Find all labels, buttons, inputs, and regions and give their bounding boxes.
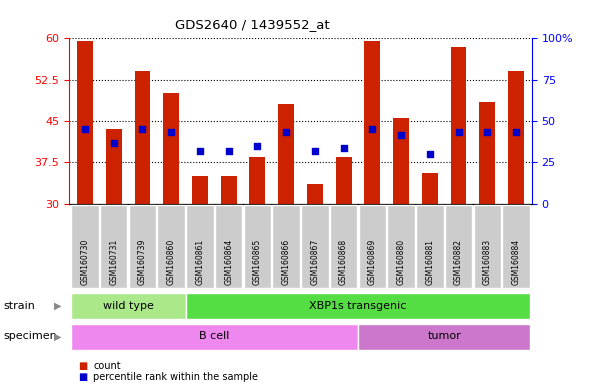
Point: [80, 126, 90, 132]
Point: [310, 148, 320, 154]
Bar: [508, 71, 524, 204]
Bar: [129, 205, 156, 288]
Point: [368, 126, 377, 132]
Text: percentile rank within the sample: percentile rank within the sample: [93, 372, 258, 382]
Text: GSM160865: GSM160865: [253, 238, 262, 285]
Text: GSM160880: GSM160880: [397, 238, 406, 285]
Text: ▶: ▶: [54, 301, 61, 311]
Text: GSM160731: GSM160731: [109, 238, 118, 285]
Text: specimen: specimen: [3, 331, 56, 341]
Bar: [336, 157, 352, 204]
Point: [511, 129, 521, 135]
Bar: [135, 71, 150, 204]
Bar: [106, 129, 121, 204]
Point: [138, 126, 147, 132]
Bar: [77, 41, 93, 204]
Bar: [186, 205, 214, 288]
Text: count: count: [93, 361, 121, 371]
Bar: [451, 47, 466, 204]
Bar: [70, 324, 358, 350]
Bar: [307, 184, 323, 204]
Text: GSM160882: GSM160882: [454, 239, 463, 285]
Text: GSM160869: GSM160869: [368, 238, 377, 285]
Bar: [301, 205, 329, 288]
Bar: [416, 205, 444, 288]
Text: GSM160860: GSM160860: [166, 238, 175, 285]
Text: GSM160739: GSM160739: [138, 238, 147, 285]
Bar: [100, 205, 127, 288]
Bar: [71, 205, 99, 288]
Bar: [358, 324, 531, 350]
Text: XBP1s transgenic: XBP1s transgenic: [310, 301, 407, 311]
Point: [281, 129, 291, 135]
Text: ■: ■: [78, 361, 87, 371]
Point: [425, 151, 435, 157]
Text: wild type: wild type: [103, 301, 153, 311]
Point: [252, 143, 262, 149]
Bar: [364, 41, 380, 204]
Point: [166, 129, 176, 135]
Bar: [359, 205, 386, 288]
Text: GSM160868: GSM160868: [339, 238, 348, 285]
Bar: [243, 205, 271, 288]
Text: GDS2640 / 1439552_at: GDS2640 / 1439552_at: [175, 18, 330, 31]
Text: GSM160864: GSM160864: [224, 238, 233, 285]
Bar: [502, 205, 530, 288]
Bar: [221, 176, 237, 204]
Text: tumor: tumor: [427, 331, 461, 341]
Point: [339, 146, 349, 152]
Text: strain: strain: [3, 301, 35, 311]
Text: ■: ■: [78, 372, 87, 382]
Bar: [480, 102, 495, 204]
Text: ▶: ▶: [54, 331, 61, 341]
Text: GSM160867: GSM160867: [310, 238, 319, 285]
Bar: [272, 205, 300, 288]
Bar: [163, 93, 179, 204]
Bar: [192, 176, 208, 204]
Point: [454, 129, 463, 135]
Text: GSM160730: GSM160730: [81, 238, 90, 285]
Bar: [393, 118, 409, 204]
Bar: [249, 157, 265, 204]
Bar: [278, 104, 294, 204]
Bar: [445, 205, 472, 288]
Text: GSM160866: GSM160866: [282, 238, 291, 285]
Bar: [186, 293, 531, 319]
Point: [396, 132, 406, 138]
Bar: [215, 205, 242, 288]
Bar: [70, 293, 186, 319]
Bar: [474, 205, 501, 288]
Point: [483, 129, 492, 135]
Text: GSM160861: GSM160861: [195, 238, 204, 285]
Text: GSM160883: GSM160883: [483, 238, 492, 285]
Text: GSM160881: GSM160881: [426, 239, 435, 285]
Text: B cell: B cell: [199, 331, 230, 341]
Point: [195, 148, 205, 154]
Bar: [422, 173, 438, 204]
Bar: [157, 205, 185, 288]
Bar: [387, 205, 415, 288]
Point: [224, 148, 233, 154]
Point: [109, 140, 118, 146]
Text: GSM160884: GSM160884: [511, 238, 520, 285]
Bar: [330, 205, 358, 288]
